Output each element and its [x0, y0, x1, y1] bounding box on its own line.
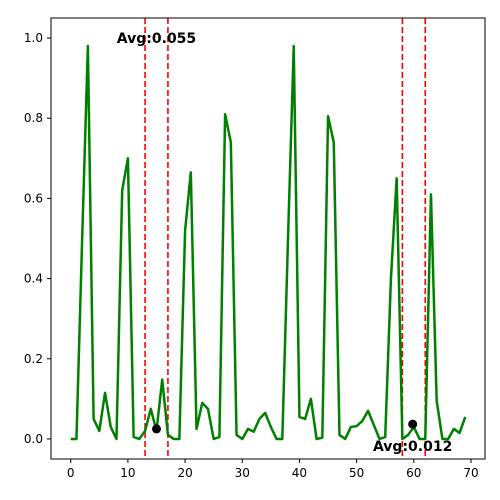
y-tick-label: 0.8 [24, 111, 43, 125]
marker-point-1 [408, 419, 418, 429]
x-tick-label: 50 [349, 466, 364, 480]
avg-annotation-1: Avg:0.012 [373, 439, 452, 455]
series-layer [70, 44, 467, 441]
x-tick-label: 0 [67, 466, 75, 480]
plot-frame [50, 17, 486, 460]
markers-layer [151, 419, 418, 434]
y-tick-label: 0.0 [24, 432, 43, 446]
x-axis: 0 10 20 30 40 50 60 70 [67, 459, 479, 480]
x-tick-label: 20 [177, 466, 192, 480]
y-tick-label: 0.2 [24, 352, 43, 366]
y-tick-label: 0.6 [24, 191, 43, 205]
x-tick-label: 10 [120, 466, 135, 480]
x-tick-label: 70 [463, 466, 478, 480]
y-tick-label: 0.4 [24, 272, 43, 286]
annotations-layer: Avg:0.055 Avg:0.012 [117, 31, 453, 455]
x-tick-label: 30 [235, 466, 250, 480]
x-tick-label: 60 [406, 466, 421, 480]
series-line-0 [70, 44, 467, 441]
vertical-lines [144, 18, 427, 459]
x-tick-label: 40 [292, 466, 307, 480]
plot-area [51, 18, 485, 459]
y-axis: 0.0 0.2 0.4 0.6 0.8 1.0 [24, 31, 51, 446]
avg-annotation-0: Avg:0.055 [117, 31, 196, 47]
y-tick-label: 1.0 [24, 31, 43, 45]
marker-point-0 [151, 424, 161, 434]
